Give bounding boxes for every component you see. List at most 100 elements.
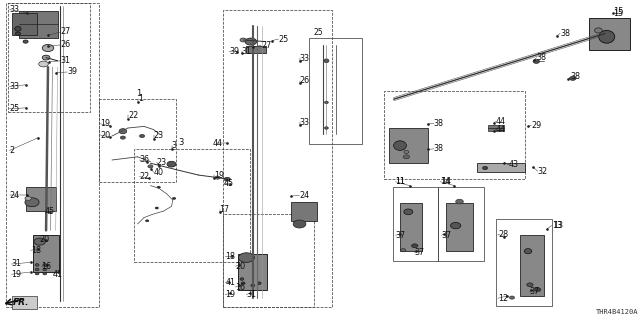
Bar bbox=[488, 125, 504, 128]
Ellipse shape bbox=[156, 207, 159, 209]
Ellipse shape bbox=[240, 38, 246, 42]
Ellipse shape bbox=[23, 40, 28, 43]
Bar bbox=[393, 187, 438, 261]
Text: 11: 11 bbox=[396, 177, 406, 186]
Text: 24: 24 bbox=[10, 191, 20, 200]
Ellipse shape bbox=[412, 244, 418, 248]
Ellipse shape bbox=[324, 59, 329, 63]
Text: 38: 38 bbox=[536, 53, 547, 62]
Ellipse shape bbox=[451, 222, 461, 229]
Ellipse shape bbox=[43, 268, 47, 271]
Text: 23: 23 bbox=[157, 158, 167, 167]
Text: 27: 27 bbox=[61, 28, 71, 36]
Ellipse shape bbox=[257, 282, 261, 284]
Text: 14: 14 bbox=[442, 177, 452, 186]
Text: 24: 24 bbox=[300, 191, 310, 200]
Text: 2: 2 bbox=[10, 146, 15, 155]
Bar bbox=[446, 203, 473, 251]
Text: 13: 13 bbox=[553, 221, 563, 230]
Ellipse shape bbox=[167, 161, 176, 167]
Ellipse shape bbox=[140, 134, 145, 138]
Ellipse shape bbox=[570, 76, 576, 80]
Ellipse shape bbox=[293, 220, 306, 228]
Text: 31: 31 bbox=[61, 56, 71, 65]
Ellipse shape bbox=[595, 28, 602, 33]
Bar bbox=[246, 46, 266, 53]
Ellipse shape bbox=[401, 249, 406, 252]
Bar bbox=[99, 99, 176, 182]
Text: 14: 14 bbox=[440, 177, 451, 186]
Bar bbox=[223, 214, 314, 307]
Bar bbox=[19, 11, 58, 38]
Text: 33: 33 bbox=[10, 5, 20, 14]
Text: 22: 22 bbox=[128, 111, 138, 120]
Ellipse shape bbox=[599, 30, 615, 43]
Text: 22: 22 bbox=[140, 172, 150, 181]
Bar bbox=[520, 235, 544, 296]
Ellipse shape bbox=[35, 264, 39, 266]
Text: 19: 19 bbox=[12, 270, 22, 279]
Text: 20: 20 bbox=[40, 236, 50, 244]
Ellipse shape bbox=[25, 196, 31, 200]
Text: 33: 33 bbox=[300, 118, 310, 127]
Ellipse shape bbox=[43, 272, 47, 275]
Ellipse shape bbox=[157, 186, 160, 188]
Bar bbox=[12, 296, 37, 309]
Text: 15: 15 bbox=[613, 7, 623, 16]
Bar bbox=[6, 3, 99, 307]
Ellipse shape bbox=[35, 272, 39, 275]
Text: 27: 27 bbox=[261, 41, 271, 50]
Ellipse shape bbox=[403, 155, 410, 159]
Ellipse shape bbox=[534, 288, 541, 292]
Bar bbox=[291, 202, 317, 221]
Text: 38: 38 bbox=[560, 29, 570, 38]
Text: 41: 41 bbox=[225, 278, 236, 287]
Text: 33: 33 bbox=[300, 54, 310, 63]
Text: 25: 25 bbox=[314, 28, 323, 37]
Ellipse shape bbox=[245, 38, 257, 45]
Text: 4: 4 bbox=[216, 139, 221, 148]
Text: 19: 19 bbox=[225, 290, 236, 299]
Text: 37: 37 bbox=[530, 287, 540, 296]
Bar bbox=[309, 38, 362, 144]
Ellipse shape bbox=[241, 282, 245, 284]
Ellipse shape bbox=[509, 296, 515, 299]
Text: 31: 31 bbox=[12, 260, 22, 268]
Ellipse shape bbox=[456, 199, 463, 204]
Ellipse shape bbox=[25, 198, 39, 207]
Bar bbox=[589, 18, 630, 50]
Text: 18: 18 bbox=[225, 252, 236, 261]
Bar bbox=[477, 163, 525, 172]
Text: 3: 3 bbox=[178, 138, 183, 147]
Text: 37: 37 bbox=[415, 248, 425, 257]
Ellipse shape bbox=[527, 283, 533, 287]
Ellipse shape bbox=[324, 101, 328, 104]
Bar bbox=[223, 10, 332, 307]
Bar bbox=[134, 149, 250, 262]
Ellipse shape bbox=[119, 129, 127, 134]
Ellipse shape bbox=[148, 165, 153, 168]
Text: 39: 39 bbox=[229, 47, 239, 56]
Bar bbox=[26, 187, 56, 211]
Text: 4: 4 bbox=[212, 139, 218, 148]
Text: 31: 31 bbox=[246, 290, 257, 299]
Ellipse shape bbox=[240, 278, 244, 280]
Text: 33: 33 bbox=[10, 82, 20, 91]
Text: 38: 38 bbox=[571, 72, 581, 81]
Bar bbox=[400, 203, 422, 251]
Bar bbox=[12, 13, 37, 35]
Ellipse shape bbox=[42, 44, 54, 52]
Bar bbox=[496, 219, 552, 306]
Text: 37: 37 bbox=[442, 231, 452, 240]
Text: 23: 23 bbox=[154, 131, 164, 140]
Text: 32: 32 bbox=[538, 167, 548, 176]
Bar bbox=[389, 128, 428, 163]
Text: 44: 44 bbox=[496, 125, 506, 134]
Text: THR4B4120A: THR4B4120A bbox=[596, 309, 639, 315]
Text: 28: 28 bbox=[498, 230, 508, 239]
Bar bbox=[33, 235, 59, 272]
Text: 20: 20 bbox=[100, 131, 111, 140]
Text: 25: 25 bbox=[278, 35, 289, 44]
Text: 12: 12 bbox=[498, 294, 508, 303]
Text: 25: 25 bbox=[10, 104, 20, 113]
